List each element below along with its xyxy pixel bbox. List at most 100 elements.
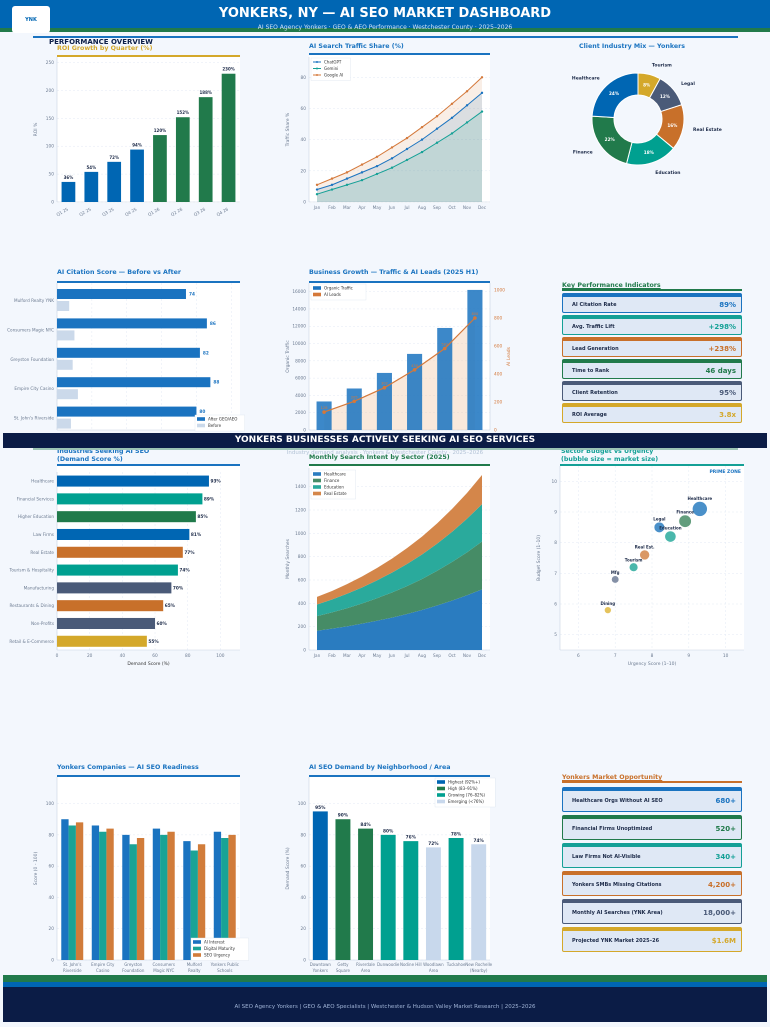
roi-bar <box>130 149 144 202</box>
legend-label: Digital Maturity <box>204 946 236 951</box>
data-point <box>465 121 469 124</box>
y-tick-label: 600 <box>494 344 502 350</box>
area-fill <box>317 77 482 202</box>
x-tick-label: Consumers Magic NYC <box>153 962 175 973</box>
legend-label: Education <box>324 485 344 490</box>
legend-box <box>190 937 249 961</box>
after-value-label: 88 <box>213 380 219 386</box>
slice-label: Tourism <box>652 62 672 68</box>
card-value: 520+ <box>715 825 736 833</box>
x-tick-label: May <box>373 205 382 210</box>
card-value: 3.8x <box>719 410 736 419</box>
after-bar <box>57 318 207 329</box>
industry-bar <box>57 600 164 612</box>
industry-bar <box>57 635 147 647</box>
card-label: ROI Average <box>572 411 607 418</box>
readiness-bar <box>197 844 206 960</box>
y-tick-label: Manufacturing <box>24 585 55 590</box>
logo: YNK <box>12 6 50 33</box>
industry-value-label: 55% <box>148 639 159 645</box>
data-point <box>345 171 349 174</box>
y-tick-label: 250 <box>46 60 54 66</box>
leads-point <box>412 368 417 372</box>
y-tick-label: 7 <box>554 571 557 577</box>
y-tick-label: Tourism & Hospitality <box>8 568 54 573</box>
neighborhood-value-label: 95% <box>315 805 326 811</box>
legend-label: ChatGPT <box>324 60 342 65</box>
industry-value-label: 60% <box>157 621 168 627</box>
citation-chart-title: AI Citation Score — Before vs After <box>57 269 182 276</box>
industry-value-label: 77% <box>184 550 195 556</box>
industry-bar <box>57 528 190 540</box>
readiness-bar <box>183 841 191 960</box>
card-label: Avg. Traffic Lift <box>572 323 615 330</box>
y-tick-label: 100 <box>46 801 54 807</box>
y-tick-label: 10 <box>552 479 558 485</box>
y-tick-label: 200 <box>298 624 306 630</box>
leads-point <box>322 410 326 414</box>
leads-point <box>352 399 357 404</box>
data-point <box>435 127 439 130</box>
readiness-bar <box>228 834 236 960</box>
traffic-bar <box>437 327 453 430</box>
opportunity-card: Financial Firms Unoptimized 520+ <box>562 815 742 840</box>
growth-chart-title: Business Growth — Traffic & AI Leads (20… <box>309 269 479 276</box>
y-tick-label: 60 <box>301 106 307 112</box>
traffic-bar <box>376 372 392 430</box>
card-value: +298% <box>708 322 737 331</box>
slice-label: Education <box>655 170 680 176</box>
y-tick-label: 8000 <box>295 358 306 364</box>
industry-value-label: 85% <box>197 514 208 520</box>
card-value: 4,200+ <box>707 881 736 889</box>
readiness-bar <box>190 850 198 960</box>
card-label: Healthcare Orgs Without AI SEO <box>572 798 663 804</box>
y-axis-label: Traffic Share % <box>285 112 291 147</box>
roi-chart-title: ROI Growth by Quarter (%) <box>57 45 153 52</box>
after-value-label: 86 <box>210 321 216 327</box>
x-tick-label: Downtown Yonkers <box>310 962 332 973</box>
data-point <box>360 178 364 182</box>
neighborhood-bar <box>335 819 351 960</box>
data-point <box>465 104 469 107</box>
opportunity-card: Healthcare Orgs Without AI SEO 680+ <box>562 787 742 812</box>
dashboard-title: YONKERS, NY — AI SEO MARKET DASHBOARD <box>218 6 552 21</box>
legend-label: High (83–91%) <box>448 786 478 791</box>
data-point <box>360 163 364 166</box>
leads-data-label: 430 <box>411 364 419 368</box>
roi-bar <box>175 117 190 202</box>
slice-label: Finance <box>573 149 593 155</box>
x-tick-label: Greyston Foundation <box>122 962 145 973</box>
x-tick-label: Q3 25 <box>101 206 115 217</box>
legend-swatch <box>437 793 445 797</box>
roi-bar <box>153 135 167 202</box>
data-point <box>465 90 469 93</box>
opportunity-card: Yonkers SMBs Missing Citations 4,200+ <box>562 871 742 896</box>
neighborhood-chart-title: AI SEO Demand by Neighborhood / Area <box>309 764 451 771</box>
industry-bar <box>57 582 172 594</box>
readiness-bar <box>213 831 222 960</box>
data-point <box>405 158 409 162</box>
industry-bar <box>57 564 178 576</box>
readiness-bar <box>152 828 161 960</box>
data-point <box>360 171 364 174</box>
industry-value-label: 65% <box>165 603 176 609</box>
legend-swatch <box>313 292 321 297</box>
y-tick-label: 60 <box>49 864 55 870</box>
data-point <box>450 132 454 135</box>
leads-data-label: 302 <box>381 382 388 386</box>
data-point <box>480 91 484 95</box>
data-point <box>345 177 349 180</box>
slice-label: Real Estate <box>693 127 722 133</box>
legend-label: AI Interest <box>204 940 225 945</box>
x-tick-label: Sep <box>433 653 441 658</box>
neighborhood-value-label: 78% <box>451 832 462 838</box>
after-value-label: 82 <box>203 350 209 356</box>
card-label: Time to Rank <box>572 367 610 374</box>
y2-axis-label: AI Leads <box>506 346 512 366</box>
neighborhood-bar <box>403 841 419 960</box>
y-tick-label: 60 <box>301 864 307 870</box>
x-tick-label: Q1 25 <box>56 206 70 217</box>
y-tick-label: 800 <box>298 554 306 560</box>
y-tick-label: St. John's Riverside <box>14 416 55 421</box>
x-tick-label: New Rochelle (Nearby) <box>465 962 492 973</box>
